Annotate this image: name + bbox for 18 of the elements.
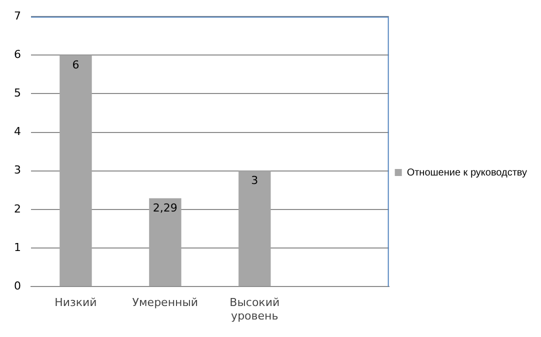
y-tick-label: 6	[14, 48, 21, 62]
y-tick-label: 1	[14, 240, 21, 254]
x-tick-label: Умеренный	[132, 296, 198, 310]
y-tick-label: 0	[14, 279, 21, 292]
text: 6	[72, 58, 80, 72]
bar	[60, 55, 92, 286]
bar	[238, 170, 271, 286]
x-tick-label: Низкий	[54, 296, 97, 310]
y-tick-label: 5	[14, 86, 21, 100]
legend-label: Отношение к руководству	[406, 167, 528, 178]
y-tick-label: 4	[14, 125, 21, 138]
text: 3	[251, 174, 258, 188]
bar	[149, 198, 182, 286]
y-tick-label: 2	[14, 202, 21, 216]
y-tick-label: 3	[14, 164, 21, 177]
text: 2,29	[152, 202, 178, 215]
x-tick-label: Высокий уровень	[230, 296, 280, 322]
y-tick-label: 7	[14, 9, 21, 22]
